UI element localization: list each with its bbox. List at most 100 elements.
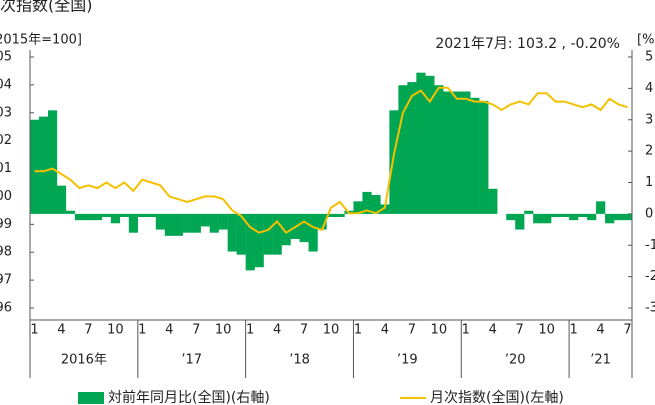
- bar: [146, 213, 156, 218]
- y2-tick-label: -1: [645, 238, 655, 253]
- year-label: ’18: [289, 353, 310, 368]
- y2-tick-label: 5: [645, 50, 653, 65]
- bar: [56, 185, 67, 214]
- year-label: ’21: [590, 353, 611, 368]
- y2-tick-label: 1: [645, 175, 653, 190]
- x-tick-label: 7: [516, 323, 524, 338]
- line: [34, 86, 628, 235]
- bar: [434, 85, 444, 214]
- bar: [47, 110, 58, 214]
- bar: [245, 213, 255, 271]
- bar: [110, 213, 121, 224]
- x-tick-label: 10: [538, 323, 555, 338]
- bar: [119, 213, 130, 218]
- chart-title: 月次指数(全国): [0, 0, 93, 15]
- y-axis-label: [2015年=100]: [0, 33, 82, 48]
- bar: [506, 213, 516, 221]
- x-tick-label: 10: [323, 323, 340, 338]
- y-tick-label: 105: [0, 50, 12, 65]
- bar: [173, 213, 183, 236]
- bar: [479, 100, 489, 214]
- bar: [200, 213, 210, 227]
- bar: [371, 195, 381, 214]
- bar: [587, 213, 597, 221]
- bar: [182, 213, 192, 233]
- bar: [38, 116, 49, 214]
- y2-tick-label: -2: [645, 269, 655, 284]
- y-tick-label: 101: [0, 161, 12, 176]
- bar: [236, 213, 246, 255]
- bar: [596, 201, 606, 214]
- bar: [191, 213, 201, 233]
- bar: [614, 213, 624, 221]
- x-tick-label: 4: [596, 323, 604, 338]
- year-label: 2016年: [61, 353, 107, 368]
- bar: [560, 213, 570, 218]
- year-label: ’17: [181, 353, 202, 368]
- x-tick-label: 4: [381, 323, 389, 338]
- bar: [65, 210, 76, 214]
- bar: [578, 213, 588, 218]
- x-tick-label: 1: [462, 323, 470, 338]
- bar: [30, 119, 40, 214]
- bar: [101, 213, 112, 218]
- bar: [380, 204, 390, 214]
- x-tick-label: 1: [138, 323, 146, 338]
- y2-tick-label: -3: [645, 301, 655, 316]
- x-tick-label: 10: [431, 323, 448, 338]
- x-tick-label: 7: [623, 323, 631, 338]
- x-tick-label: 4: [273, 323, 281, 338]
- bar: [605, 213, 615, 224]
- bar: [155, 213, 165, 230]
- bar: [164, 213, 174, 236]
- bar: [488, 188, 498, 214]
- x-tick-label: 1: [30, 323, 38, 338]
- bar: [227, 213, 237, 252]
- x-tick-label: 1: [246, 323, 254, 338]
- bar: [569, 213, 579, 221]
- y-tick-label: 96: [0, 301, 12, 316]
- bar: [542, 213, 552, 224]
- x-tick-label: 7: [192, 323, 200, 338]
- y-tick-label: 97: [0, 273, 12, 288]
- bar: [254, 213, 264, 268]
- bar: [443, 91, 453, 214]
- year-label: ’20: [505, 353, 526, 368]
- bar: [452, 91, 462, 214]
- bar: [83, 213, 94, 221]
- y-tick-label: 99: [0, 217, 12, 232]
- y2-tick-label: 3: [645, 112, 653, 127]
- x-tick-label: 4: [165, 323, 173, 338]
- y-tick-label: 100: [0, 189, 12, 204]
- bar: [74, 213, 85, 221]
- bar: [524, 210, 534, 214]
- bar: [335, 213, 345, 218]
- x-tick-label: 10: [215, 323, 232, 338]
- x-tick-label: 4: [489, 323, 497, 338]
- bar: [218, 213, 228, 230]
- year-label: ’19: [397, 353, 418, 368]
- x-tick-label: 1: [569, 323, 577, 338]
- y-tick-label: 103: [0, 105, 12, 120]
- bar: [407, 82, 417, 214]
- bar: [470, 97, 480, 214]
- bar: [308, 213, 318, 252]
- bar: [362, 191, 372, 214]
- bar: [425, 75, 435, 214]
- y2-tick-label: 4: [645, 81, 653, 96]
- bar: [461, 91, 471, 214]
- legend-swatch: [78, 392, 104, 404]
- bar: [209, 213, 219, 233]
- x-tick-label: 10: [107, 323, 124, 338]
- bar: [281, 213, 291, 246]
- x-tick-label: 7: [300, 323, 308, 338]
- bar: [128, 213, 139, 233]
- bar: [515, 213, 525, 230]
- y2-axis-label: [%]: [637, 33, 655, 48]
- y2-tick-label: 2: [645, 144, 653, 159]
- bar: [299, 213, 309, 243]
- bar: [317, 213, 327, 230]
- y2-tick-label: 0: [645, 206, 653, 221]
- legend-label: 月次指数(全国)(左軸): [430, 389, 564, 405]
